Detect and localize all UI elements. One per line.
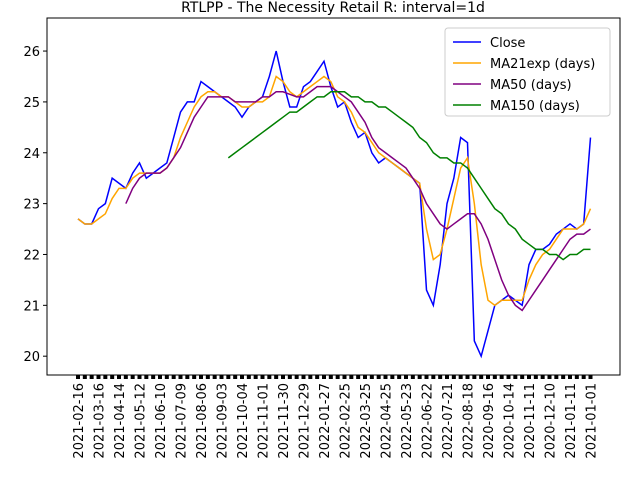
x-tick-label: 2021-05-12 [134,383,149,459]
series-line [125,85,591,312]
x-tick-label: 2020-10-14 [503,383,518,459]
x-tick-label: 2021-09-03 [216,383,231,459]
chart-title: RTLPP - The Necessity Retail R: interval… [181,0,485,16]
legend-box [444,27,611,117]
x-tick-label: 2022-08-18 [462,383,477,459]
y-tick-label: 20 [23,350,40,365]
x-tick-label: 2021-06-10 [154,383,169,459]
legend-label: Close [490,36,525,51]
x-tick-label: 2021-12-29 [298,383,313,459]
legend-label: MA150 (days) [490,99,580,114]
x-tick-label: 2021-01-01 [585,383,600,459]
x-tick-label: 2021-11-30 [277,383,292,459]
x-tick-label: 2022-05-23 [400,383,415,459]
series-line [77,50,592,359]
x-tick-label: 2022-04-25 [380,383,395,459]
x-tick-label: 2020-11-11 [523,383,538,459]
y-tick-label: 22 [23,248,40,263]
y-tick-label: 26 [23,45,40,60]
x-tick-label: 2021-04-14 [113,383,128,459]
axes-frame [46,17,621,376]
y-tick-label: 23 [23,198,40,213]
x-tick-label: 2021-01-11 [564,383,579,459]
x-tick-label: 2020-12-10 [544,383,559,459]
x-tick-label: 2021-02-16 [72,383,87,459]
x-tick-label: 2020-09-16 [482,383,497,459]
x-tick-label: 2022-02-25 [339,383,354,459]
x-tick-label: 2022-06-22 [421,383,436,459]
legend-label: MA21exp (days) [490,57,595,72]
x-tick-label: 2021-08-06 [195,383,210,459]
x-tick-label: 2021-10-04 [236,383,251,459]
x-tick-label: 2021-03-16 [93,383,108,459]
x-tick-label: 2021-07-09 [175,383,190,459]
y-tick-label: 24 [23,147,40,162]
x-tick-label: 2022-03-25 [359,383,374,459]
x-tick-label: 2022-01-27 [318,383,333,459]
legend-label: MA50 (days) [490,78,572,93]
y-tick-label: 25 [23,96,40,111]
x-tick-label: 2022-07-21 [441,383,456,459]
series-line [227,90,591,261]
y-tick-label: 21 [23,299,40,314]
x-tick-label: 2021-11-01 [257,383,272,459]
